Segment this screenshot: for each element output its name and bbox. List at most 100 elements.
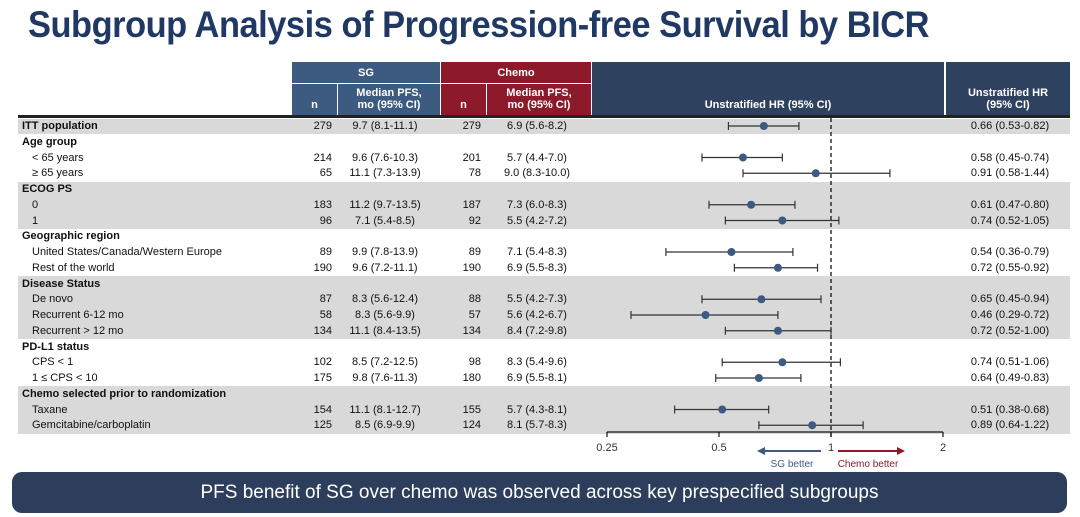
hr-point: [808, 421, 817, 430]
sg-n: 102: [313, 356, 332, 369]
chemo-n: 89: [468, 246, 481, 258]
sg-median-pfs: 11.1 (8.4-13.5): [349, 324, 421, 337]
chemo-median-pfs: 7.1 (5.4-8.3): [507, 246, 567, 258]
hr-value: 0.64 (0.49-0.83): [970, 372, 1050, 384]
hr-value: 0.61 (0.47-0.80): [970, 198, 1050, 211]
chemo-median-pfs: 6.9 (5.5-8.3): [507, 261, 567, 274]
sg-n: 87: [319, 293, 332, 306]
hr-point: [759, 122, 768, 130]
hr-point: [778, 216, 787, 225]
hr-point: [754, 374, 763, 382]
sg-n: 125: [313, 419, 332, 432]
chemo-better-arrowhead: [897, 447, 905, 455]
group-label: PD-L1 status: [22, 340, 90, 353]
hr-plot-header: Unstratified HR (95% CI): [592, 62, 944, 115]
hr-value: 0.54 (0.36-0.79): [970, 246, 1050, 258]
chemo-median-pfs: 8.3 (5.4-9.6): [507, 356, 567, 369]
chemo-median-pfs: 6.9 (5.6-8.2): [507, 120, 567, 132]
chemo-n: 88: [468, 293, 481, 306]
subgroup-label: 0: [32, 198, 39, 211]
chemo-median-pfs: 6.9 (5.5-8.1): [507, 372, 567, 384]
chemo-n: 134: [462, 324, 481, 337]
hr-point: [757, 295, 766, 304]
sg-n: 96: [319, 214, 332, 227]
chemo-n: 155: [462, 403, 481, 416]
sg-n: 89: [319, 246, 332, 258]
subgroup-label: ≥ 65 years: [32, 167, 84, 180]
sg-median-pfs: 11.1 (8.1-12.7): [349, 403, 421, 416]
subgroup-label: Rest of the world: [32, 261, 115, 274]
sg-better-arrowhead: [757, 447, 765, 455]
hr-point: [747, 200, 756, 209]
subgroup-label: Recurrent > 12 mo: [32, 324, 124, 337]
x-tick-label: 2: [940, 442, 946, 454]
sg-n: 190: [313, 261, 332, 274]
chemo-n: 57: [468, 309, 481, 321]
chemo-median-pfs: 9.0 (8.3-10.0): [503, 167, 571, 180]
subgroup-label: United States/Canada/Western Europe: [32, 246, 222, 258]
hr-point: [718, 405, 727, 414]
hr-point: [738, 153, 747, 162]
chemo-n: 190: [462, 261, 481, 274]
sg-n: 154: [313, 403, 332, 416]
sg-median-pfs: 11.1 (7.3-13.9): [349, 167, 421, 180]
subgroup-label: CPS < 1: [32, 356, 74, 369]
sg-median-pfs: 9.8 (7.6-11.3): [352, 372, 418, 384]
hr-point: [778, 358, 787, 367]
chemo-n: 201: [462, 151, 481, 164]
group-label: Disease Status: [22, 277, 101, 290]
chemo-median-pfs: 5.7 (4.3-8.1): [507, 403, 567, 416]
hr-value: 0.51 (0.38-0.68): [970, 403, 1050, 416]
chemo-median-pfs: 5.7 (4.4-7.0): [507, 151, 567, 164]
sg-median-pfs: 7.1 (5.4-8.5): [355, 214, 415, 227]
sg-n: 183: [313, 198, 332, 211]
subgroup-label: Recurrent 6-12 mo: [32, 309, 124, 321]
chemo-better-label: Chemo better: [838, 459, 899, 470]
header-divider: [18, 115, 1070, 118]
sg-median-pfs: 9.6 (7.6-10.3): [351, 151, 419, 164]
row-group-shading: [18, 118, 1070, 135]
subgroup-label: Gemcitabine/carboplatin: [32, 419, 151, 432]
hr-value: 0.58 (0.45-0.74): [970, 151, 1050, 164]
chemo-median-pfs: 5.5 (4.2-7.2): [507, 214, 567, 227]
sg-median-pfs: 9.6 (7.2-11.1): [352, 261, 418, 274]
chemo-median-pfs: 8.4 (7.2-9.8): [507, 324, 567, 337]
subgroup-label: Taxane: [32, 403, 68, 416]
sg-median-pfs: 9.7 (8.1-11.1): [352, 120, 418, 132]
hr-value: 0.72 (0.52-1.00): [970, 324, 1050, 337]
subgroup-label: 1: [32, 214, 39, 227]
group-label: Chemo selected prior to randomization: [22, 387, 227, 400]
sg-n-header: n: [292, 84, 337, 115]
sg-median-pfs: 8.3 (5.6-9.9): [355, 309, 415, 321]
chemo-median-pfs: 5.5 (4.2-7.3): [507, 293, 567, 306]
group-label: Geographic region: [22, 230, 120, 243]
hr-value: 0.46 (0.29-0.72): [970, 309, 1050, 321]
chemo-median-pfs: 8.1 (5.7-8.3): [507, 419, 567, 432]
chemo-n: 187: [462, 198, 481, 211]
hr-value: 0.72 (0.55-0.92): [970, 261, 1050, 274]
chemo-n: 180: [462, 372, 481, 384]
sg-median-pfs: 11.2 (9.7-13.5): [349, 198, 421, 211]
chemo-pfs-header: Median PFS, mo (95% CI): [487, 84, 591, 115]
chemo-n: 124: [462, 419, 481, 432]
group-label: ITT population: [22, 120, 98, 132]
hr-point: [811, 169, 820, 178]
sg-pfs-header: Median PFS, mo (95% CI): [338, 84, 440, 115]
chemo-n: 279: [462, 120, 481, 132]
sg-median-pfs: 8.5 (7.2-12.5): [351, 356, 419, 369]
sg-n: 65: [319, 167, 332, 180]
hr-point: [773, 263, 782, 272]
hr-value: 0.65 (0.45-0.94): [970, 293, 1050, 306]
x-tick-label: 0.25: [596, 442, 617, 454]
sg-median-pfs: 9.9 (7.8-13.9): [351, 246, 419, 258]
sg-n: 58: [319, 309, 332, 321]
sg-median-pfs: 8.5 (6.9-9.9): [355, 419, 415, 432]
sg-n: 175: [313, 372, 332, 384]
sg-better-label: SG better: [771, 459, 814, 470]
hr-value: 0.74 (0.51-1.06): [970, 356, 1050, 369]
sg-n: 134: [313, 324, 332, 337]
group-label: ECOG PS: [22, 183, 73, 195]
chemo-n: 78: [468, 167, 481, 180]
